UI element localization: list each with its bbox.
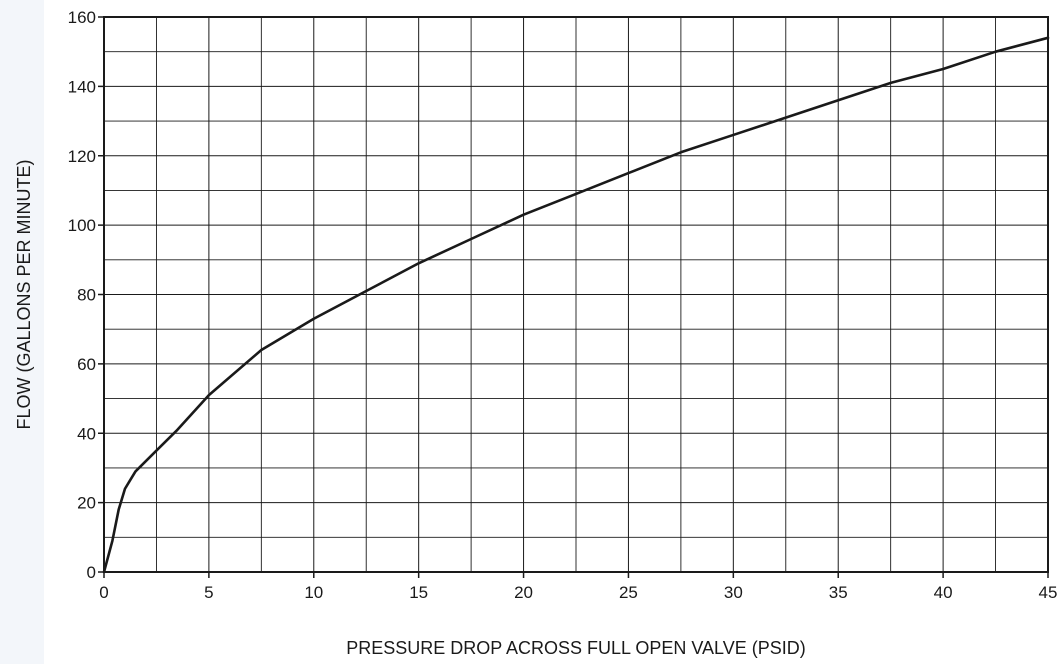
y-tick-label: 60 <box>77 355 96 374</box>
y-tick-label: 80 <box>77 286 96 305</box>
x-tick-label: 45 <box>1039 583 1058 602</box>
x-tick-label: 20 <box>514 583 533 602</box>
x-axis-title: PRESSURE DROP ACROSS FULL OPEN VALVE (PS… <box>346 638 805 658</box>
y-tick-label: 0 <box>87 563 96 582</box>
y-axis-title: FLOW (GALLONS PER MINUTE) <box>14 159 34 429</box>
x-tick-label: 5 <box>204 583 213 602</box>
y-tick-label: 100 <box>68 216 96 235</box>
y-tick-label: 160 <box>68 8 96 27</box>
x-tick-label: 25 <box>619 583 638 602</box>
series-layer <box>102 36 1050 574</box>
x-tick-label: 10 <box>304 583 323 602</box>
y-tick-label: 120 <box>68 147 96 166</box>
x-axis-ticks: 0 5 10 15 20 25 30 35 40 45 <box>99 572 1057 602</box>
x-tick-label: 40 <box>934 583 953 602</box>
y-tick-label: 20 <box>77 494 96 513</box>
x-tick-label: 35 <box>829 583 848 602</box>
y-tick-label: 40 <box>77 424 96 443</box>
x-tick-label: 15 <box>409 583 428 602</box>
flow-curve-line <box>102 36 1050 574</box>
minor-grid <box>104 17 1048 572</box>
left-margin-strip <box>0 0 44 664</box>
x-tick-label: 0 <box>99 583 108 602</box>
x-tick-label: 30 <box>724 583 743 602</box>
y-axis-ticks: 0 20 40 60 80 100 120 140 160 <box>68 8 104 582</box>
y-tick-label: 140 <box>68 77 96 96</box>
